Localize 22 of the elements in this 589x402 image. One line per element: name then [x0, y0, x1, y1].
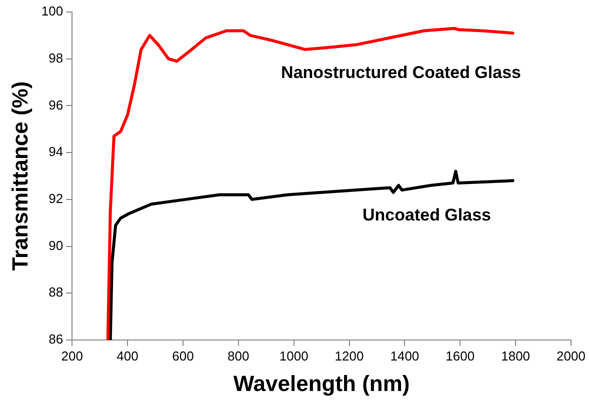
x-tick-label: 1800 — [501, 348, 530, 364]
y-tick-label: 92 — [48, 191, 64, 206]
x-tick-label: 200 — [61, 348, 83, 364]
y-tick-label: 86 — [48, 332, 64, 347]
y-tick-label: 100 — [41, 4, 64, 19]
y-tick-label: 94 — [48, 144, 64, 160]
y-tick-label: 90 — [48, 238, 64, 253]
x-tick-label: 1600 — [446, 348, 475, 364]
x-tick-label: 1400 — [390, 348, 420, 364]
y-tick-label: 88 — [48, 284, 64, 300]
x-tick-label: 400 — [116, 348, 138, 364]
x-tick-label: 2000 — [556, 348, 586, 364]
series-label: Uncoated Glass — [362, 205, 491, 224]
x-tick-label: 1200 — [334, 348, 364, 364]
x-tick-label: 1000 — [279, 348, 308, 364]
y-tick-label: 96 — [48, 97, 64, 112]
y-axis-title: Transmittance (%) — [7, 81, 32, 271]
x-tick-label: 600 — [172, 348, 194, 364]
x-tick-label: 800 — [228, 348, 250, 364]
x-axis-title: Wavelength (nm) — [233, 370, 410, 396]
y-tick-label: 98 — [48, 50, 64, 66]
series-label: Nanostructured Coated Glass — [281, 62, 521, 82]
